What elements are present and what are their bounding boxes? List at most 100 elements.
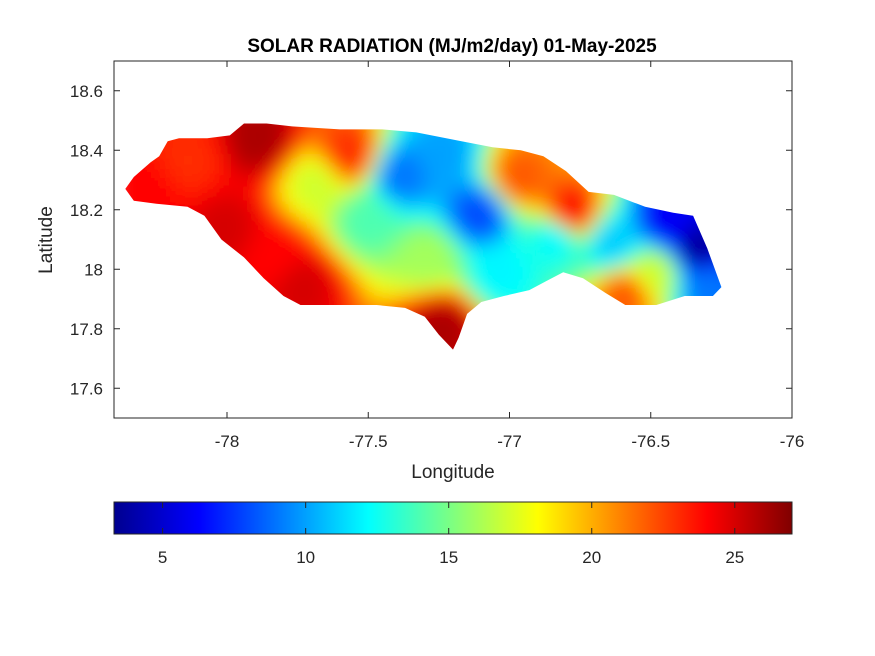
field-cell	[490, 177, 499, 187]
field-cell	[434, 265, 443, 275]
field-cell	[554, 257, 563, 267]
field-cell	[258, 193, 267, 203]
y-tick-label: 18	[84, 260, 103, 279]
field-cell	[370, 145, 379, 155]
field-cell	[490, 257, 499, 267]
y-tick-label: 18.4	[70, 141, 103, 160]
field-cell	[186, 153, 195, 163]
field-cell	[386, 265, 395, 275]
field-cell	[546, 241, 555, 251]
field-cell	[530, 209, 539, 219]
field-cell	[370, 233, 379, 243]
field-cell	[458, 305, 467, 315]
field-cell	[250, 225, 259, 235]
field-cell	[202, 185, 211, 195]
field-cell	[346, 297, 355, 307]
y-tick-label: 18.2	[70, 201, 103, 220]
field-cell	[322, 145, 331, 155]
field-cell	[458, 273, 467, 283]
field-cell	[314, 161, 323, 171]
field-cell	[394, 273, 403, 283]
field-cell	[522, 169, 531, 179]
field-cell	[282, 137, 291, 147]
field-cell	[538, 249, 547, 259]
field-cell	[474, 273, 483, 283]
field-cell	[178, 193, 187, 203]
field-cell	[506, 145, 515, 155]
field-cell	[522, 209, 531, 219]
field-cell	[482, 209, 491, 219]
field-cell	[466, 297, 475, 307]
field-cell	[562, 241, 571, 251]
field-cell	[378, 265, 387, 275]
field-cell	[330, 201, 339, 211]
field-cell	[490, 233, 499, 243]
field-cell	[474, 225, 483, 235]
field-cell	[450, 305, 459, 315]
field-cell	[346, 225, 355, 235]
field-cell	[386, 169, 395, 179]
field-cell	[658, 241, 667, 251]
field-cell	[314, 217, 323, 227]
field-cell	[322, 201, 331, 211]
field-cell	[378, 201, 387, 211]
field-cell	[338, 153, 347, 163]
field-cell	[258, 209, 267, 219]
field-cell	[186, 145, 195, 155]
field-cell	[314, 233, 323, 243]
field-cell	[570, 201, 579, 211]
field-cell	[194, 185, 203, 195]
field-cell	[674, 281, 683, 291]
field-cell	[682, 257, 691, 267]
field-cell	[410, 233, 419, 243]
field-cell	[298, 225, 307, 235]
field-cell	[138, 177, 147, 187]
field-cell	[650, 273, 659, 283]
field-cell	[378, 241, 387, 251]
field-cell	[442, 249, 451, 259]
field-cell	[426, 305, 435, 315]
field-cell	[522, 153, 531, 163]
field-cell	[290, 145, 299, 155]
field-cell	[546, 233, 555, 243]
field-cell	[338, 177, 347, 187]
field-cell	[426, 265, 435, 275]
field-cell	[418, 225, 427, 235]
field-cell	[674, 225, 683, 235]
field-cell	[306, 153, 315, 163]
field-cell	[258, 249, 267, 259]
field-cell	[306, 137, 315, 147]
field-cell	[210, 193, 219, 203]
field-cell	[434, 185, 443, 195]
field-cell	[602, 265, 611, 275]
field-cell	[202, 169, 211, 179]
field-cell	[442, 185, 451, 195]
field-cell	[274, 281, 283, 291]
field-cell	[426, 257, 435, 267]
field-cell	[226, 201, 235, 211]
field-cell	[218, 217, 227, 227]
field-cell	[570, 241, 579, 251]
field-cell	[714, 273, 722, 283]
field-cell	[426, 289, 435, 299]
field-cell	[362, 129, 371, 139]
field-cell	[338, 201, 347, 211]
field-cell	[282, 145, 291, 155]
field-cell	[306, 265, 315, 275]
field-cell	[338, 257, 347, 267]
field-cell	[410, 241, 419, 251]
field-cell	[522, 249, 531, 259]
field-cell	[266, 169, 275, 179]
field-cell	[506, 185, 515, 195]
field-cell	[666, 241, 675, 251]
field-cell	[266, 177, 275, 187]
field-cell	[514, 185, 523, 195]
field-cell	[290, 217, 299, 227]
field-cell	[570, 265, 579, 275]
field-cell	[314, 265, 323, 275]
field-cell	[146, 185, 155, 195]
field-cell	[242, 185, 251, 195]
field-cell	[594, 217, 603, 227]
field-cell	[162, 177, 171, 187]
field-cell	[330, 297, 339, 307]
